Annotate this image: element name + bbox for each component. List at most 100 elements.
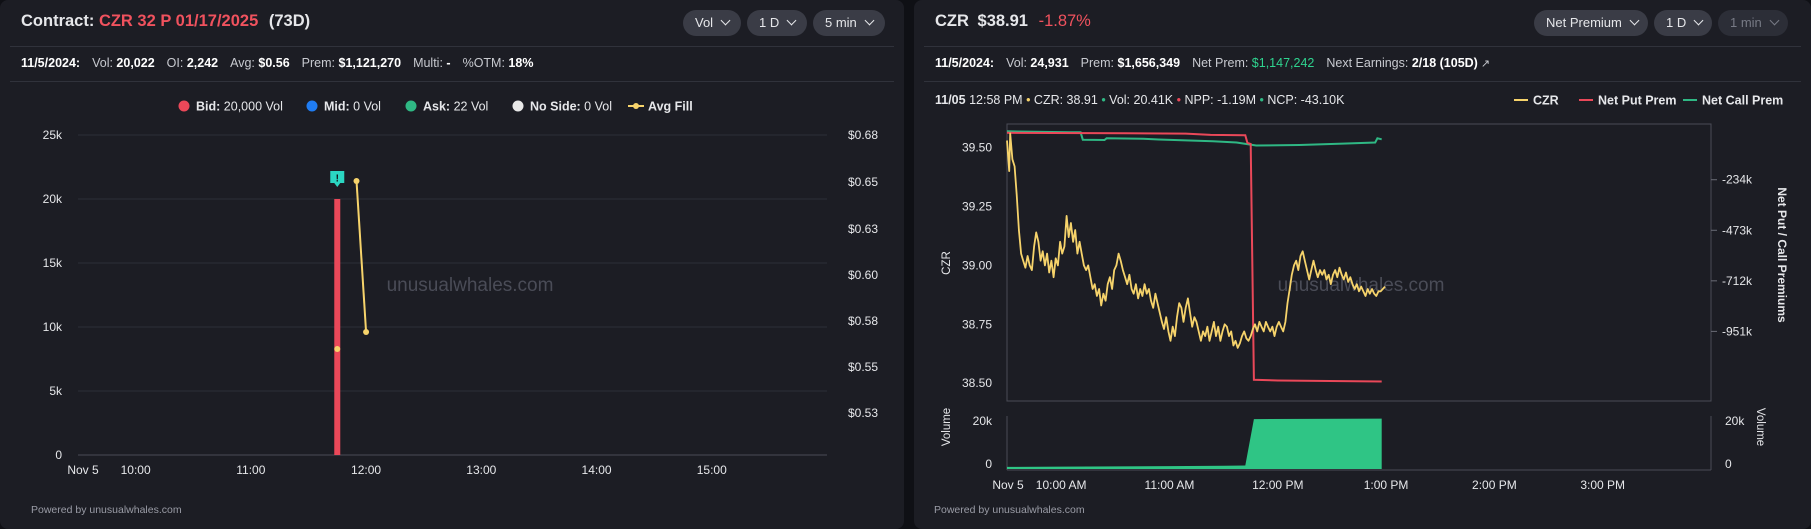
contract-title: Contract: CZR 32 P 01/17/2025 (73D) [21,12,310,31]
ticker-symbol[interactable]: CZR [935,12,969,30]
avg-fill-point[interactable] [334,346,341,352]
avg-fill-point[interactable] [353,178,360,184]
control-5-min-dropdown[interactable]: 5 min [813,10,885,36]
legend-label: Ask: 22 Vol [423,100,488,114]
legend-label: No Side: 0 Vol [530,100,612,114]
ticker-panel: CZR $38.91 -1.87% 1 min 1 D Net Premium 11… [914,0,1811,529]
legend-label: Net Put Prem [1598,94,1677,108]
control-net-premium-dropdown[interactable]: Net Premium [1534,10,1648,36]
y-right-tick-label: $0.68 [848,128,878,142]
legend-item-net-call-prem[interactable]: Net Call Prem [1683,94,1783,108]
stat--otm: %OTM: 18% [463,56,534,70]
stat-multi: Multi: - [413,56,451,70]
bid-volume-bar[interactable] [334,199,341,455]
legend-label: Avg Fill [648,100,693,114]
alert-flag-label: ! [336,174,339,185]
avg-fill-line[interactable] [355,180,368,333]
contract-header: Contract: CZR 32 P 01/17/2025 (73D) 5 mi… [0,0,904,46]
x-tick-label: Nov 5 [992,478,1024,492]
x-tick-label: 12:00 PM [1252,478,1303,492]
stat-value: 2,242 [183,56,219,70]
legend-item-avgfill[interactable]: Avg Fill [628,100,693,114]
stat-value: 18% [504,56,534,70]
avg-fill-point[interactable] [363,329,370,335]
ticker-stats: 11/5/2024: Vol: 24,931 Prem: $1,656,349 Net… [935,56,1490,70]
legend-item-mid[interactable]: Mid: 0 Vol [306,100,381,114]
readout-text: 11/05 12:58 PM • CZR: 38.91 • Vol: 20.41… [935,93,1345,107]
x-tick-label: 15:00 [697,463,727,477]
crosshair-readout: 11/05 12:58 PM • CZR: 38.91 • Vol: 20.41… [935,93,1345,107]
x-tick-label: 3:00 PM [1580,478,1625,492]
dropdown-label: 5 min [825,15,857,30]
legend-item-net-put-prem[interactable]: Net Put Prem [1579,94,1677,108]
contract-symbol[interactable]: CZR 32 P 01/17/2025 [98,12,259,30]
control-1-d-dropdown[interactable]: 1 D [747,10,807,36]
stat-vol: Vol: 24,931 [1006,56,1069,70]
net-premium-chart[interactable]: 11/05 12:58 PM • CZR: 38.91 • Vol: 20.41… [914,0,1811,529]
watermark: unusualwhales.com [387,275,554,296]
x-tick-label: 1:00 PM [1364,478,1409,492]
stat-label: 11/5/2024: [935,56,995,70]
contract-volume-chart[interactable]: Bid: 20,000 Vol Mid: 0 Vol Ask: 22 Vol No S… [0,0,904,529]
x-tick-label: 14:00 [582,463,612,477]
y-right-tick-label: $0.60 [848,268,878,282]
stat-label: %OTM: [462,56,505,70]
volume-tick-label: 0 [1725,457,1732,471]
y-right-tick-label: -473k [1722,223,1753,237]
stat-vol: Vol: 20,022 [92,56,155,70]
external-link-icon[interactable]: ↗ [1477,58,1491,70]
net-put-prem-line[interactable] [1006,131,1382,383]
stat-label: Avg: [230,56,255,70]
legend-item-czr[interactable]: CZR [1514,94,1559,108]
chart-legend: Bid: 20,000 Vol Mid: 0 Vol Ask: 22 Vol No S… [178,100,693,114]
stat-next-earnings[interactable]: Next Earnings: 2/18 (105D) ↗ [1326,56,1490,70]
legend-item-bid[interactable]: Bid: 20,000 Vol [178,100,283,114]
net-call-prem-line[interactable] [1006,130,1382,147]
y-tick-label: 15k [43,256,63,270]
czr-price-line[interactable] [1006,132,1386,349]
alert-flag-icon[interactable] [330,171,345,187]
stat-label: OI: [166,56,184,70]
powered-by[interactable]: Powered by unusualwhales.com [31,504,182,516]
control-1-d-dropdown[interactable]: 1 D [1654,10,1712,36]
legend-item-ask[interactable]: Ask: 22 Vol [405,100,489,114]
header-divider [924,46,1801,47]
contract-stats: 11/5/2024: Vol: 20,022 OI: 2,242 Avg: $0.56… [21,56,533,70]
stat-value: $0.56 [254,56,290,70]
legend-label: CZR [1533,94,1559,108]
powered-by[interactable]: Powered by unusualwhales.com [934,504,1085,516]
y-right-tick-label: $0.55 [848,360,878,374]
stat-value: 24,931 [1026,56,1069,70]
stat-prem: Prem: $1,656,349 [1081,56,1180,70]
dropdown-label: Net Premium [1546,15,1622,30]
volume-area[interactable] [1007,418,1382,469]
x-tick-label: 10:00 [121,463,151,477]
stat-value: 20,022 [112,56,155,70]
dropdown-label: Vol [695,15,714,30]
contract-panel: Contract: CZR 32 P 01/17/2025 (73D) 5 mi… [0,0,904,529]
y-tick-label: 39.50 [962,141,992,155]
contract-days: (73D) [268,12,311,30]
x-tick-label: 10:00 AM [1036,478,1087,492]
stat-label: Multi: [413,56,443,70]
legend-dot-icon [633,103,639,109]
control-vol-dropdown[interactable]: Vol [683,10,741,36]
stat-11-5-2024: 11/5/2024: [21,56,80,70]
legend-item-noside[interactable]: No Side: 0 Vol [512,100,612,114]
header-divider [10,46,894,47]
y-tick-label: 20k [43,192,63,206]
legend-label: Mid: 0 Vol [324,100,381,114]
y-tick-label: 39.00 [962,258,992,272]
stat-11-5-2024: 11/5/2024: [935,56,994,70]
y-tick-label: 39.25 [962,199,992,213]
x-tick-label: 13:00 [466,463,496,477]
stat-label: Net Prem: [1192,56,1249,70]
stat-label: Prem: [1080,56,1115,70]
stat-label: Vol: [1006,56,1027,70]
legend-label: Bid: 20,000 Vol [196,100,283,114]
volume-axis-label-right: Volume [1754,408,1766,446]
stat-label: Prem: [301,56,336,70]
legend-dot-icon [512,100,524,112]
y-tick-label: 38.50 [962,376,992,390]
y-tick-label: 25k [43,128,63,142]
